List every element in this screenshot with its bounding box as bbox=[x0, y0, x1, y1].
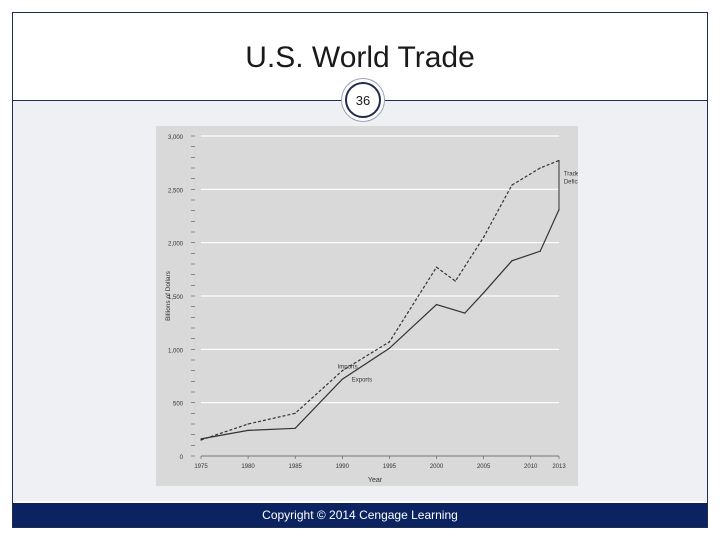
chart-panel: 0 500 1,000 1,500 2,000 2,500 3,000 1975 1980 198… bbox=[156, 126, 583, 486]
data-point-imports bbox=[454, 280, 456, 282]
x-tick-label: 2000 bbox=[430, 464, 444, 470]
annotation-trade-deficits: TradeDeficits bbox=[564, 171, 578, 185]
series-line-exports bbox=[200, 209, 560, 440]
y-tick-label: 3,000 bbox=[168, 135, 184, 141]
y-tick-label: 500 bbox=[173, 402, 184, 408]
x-tick-label: 1980 bbox=[241, 464, 255, 470]
x-tick-label: 2005 bbox=[477, 464, 491, 470]
annotation-exports: Exports bbox=[352, 377, 372, 383]
data-point-imports bbox=[435, 266, 438, 268]
annotation-imports: Imports bbox=[338, 365, 358, 371]
data-point-exports bbox=[200, 438, 202, 440]
trade-line-chart: 0 500 1,000 1,500 2,000 2,500 3,000 1975 1980 198… bbox=[165, 135, 583, 484]
y-tick-label: 0 bbox=[180, 455, 184, 461]
slide: U.S. World Trade 36 0 500 1,000 1,500 2,000 2… bbox=[12, 12, 708, 528]
data-point-exports bbox=[483, 292, 485, 294]
y-axis-title: Billions of Dollars bbox=[165, 270, 172, 321]
page-number: 36 bbox=[355, 92, 371, 108]
data-point-exports bbox=[435, 303, 438, 306]
y-tick-label: 2,500 bbox=[168, 188, 184, 194]
x-axis-title: Year bbox=[368, 477, 383, 484]
data-point-imports bbox=[200, 439, 202, 441]
page-number-badge: 36 bbox=[345, 82, 381, 118]
y-tick-label: 2,000 bbox=[168, 242, 184, 248]
footer-bar: Copyright © 2014 Cengage Learning bbox=[13, 503, 707, 527]
data-point-exports bbox=[294, 427, 296, 429]
data-point-imports bbox=[539, 167, 541, 169]
data-point-imports bbox=[294, 412, 296, 414]
copyright-text: Copyright © 2014 Cengage Learning bbox=[262, 508, 458, 522]
data-point-imports bbox=[341, 370, 343, 372]
data-point-exports bbox=[464, 312, 466, 314]
x-tick-label: 1975 bbox=[194, 464, 208, 470]
data-point-exports bbox=[511, 260, 513, 262]
y-tick-label: 1,500 bbox=[168, 295, 184, 301]
x-tick-label: 2013 bbox=[552, 464, 566, 470]
y-tick-label: 1,000 bbox=[168, 348, 184, 354]
data-point-imports bbox=[511, 184, 513, 186]
x-tick-label: 2010 bbox=[524, 464, 538, 470]
data-point-exports bbox=[341, 378, 343, 380]
data-point-exports bbox=[539, 250, 541, 252]
x-tick-label: 1985 bbox=[289, 464, 303, 470]
series-line-imports bbox=[200, 159, 560, 441]
data-point-imports bbox=[388, 341, 391, 343]
x-tick-label: 1995 bbox=[383, 464, 397, 470]
data-point-imports bbox=[247, 423, 249, 425]
data-point-imports bbox=[483, 236, 485, 238]
data-point-exports bbox=[388, 347, 391, 349]
data-point-exports bbox=[247, 429, 249, 431]
x-tick-label: 1990 bbox=[336, 464, 350, 470]
slide-title: U.S. World Trade bbox=[245, 41, 475, 74]
